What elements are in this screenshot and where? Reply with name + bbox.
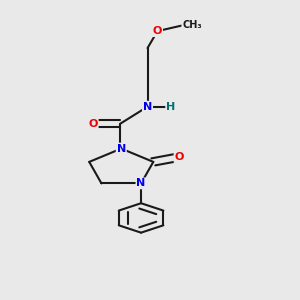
Text: H: H: [166, 102, 176, 112]
Text: N: N: [117, 144, 126, 154]
Text: O: O: [175, 152, 184, 162]
Text: N: N: [143, 102, 152, 112]
Text: CH₃: CH₃: [182, 20, 202, 30]
Text: O: O: [153, 26, 162, 36]
Text: O: O: [88, 119, 98, 129]
Text: N: N: [136, 178, 146, 188]
